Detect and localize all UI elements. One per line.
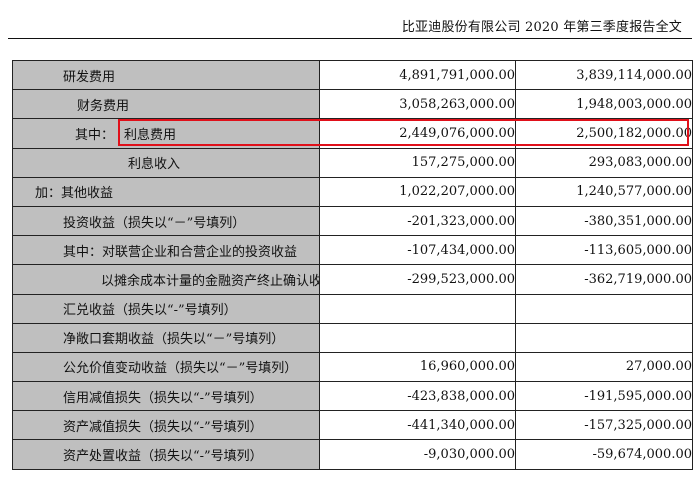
income-statement-table: 研发费用 4,891,791,000.00 3,839,114,000.00 财…	[12, 59, 693, 470]
page-header: 比亚迪股份有限公司 2020 年第三季度报告全文	[0, 0, 700, 40]
table-row: 公允价值变动收益（损失以“－”号填列） 16,960,000.00 27,000…	[12, 351, 693, 383]
value-cell: -441,340,000.00	[319, 410, 516, 441]
row-label: 信用减值损失（损失以“-”号填列）	[63, 390, 263, 406]
value-cell	[319, 322, 516, 353]
row-label: 以摊余成本计量的金融资产终止确认收益	[101, 273, 320, 289]
table-row: 信用减值损失（损失以“-”号填列） -423,838,000.00 -191,5…	[12, 381, 693, 412]
value-cell: 27,000.00	[515, 351, 693, 383]
value-cell: -157,325,000.00	[515, 410, 693, 441]
table-row: 资产减值损失（损失以“-”号填列） -441,340,000.00 -157,3…	[12, 410, 693, 441]
row-label-prefix: 其中：	[75, 127, 115, 143]
table-row: 其中： 利息费用 2,449,076,000.00 2,500,182,000.0…	[12, 118, 693, 149]
row-label: 公允价值变动收益（损失以“－”号填列）	[63, 361, 298, 377]
value-cell: 3,058,263,000.00	[319, 89, 516, 120]
value-cell: -362,719,000.00	[515, 264, 693, 295]
report-title: 比亚迪股份有限公司 2020 年第三季度报告全文	[401, 20, 682, 35]
value-cell	[319, 293, 516, 324]
value-cell: -191,595,000.00	[515, 381, 693, 412]
row-label: 净敞口套期收益（损失以“－”号填列）	[63, 332, 285, 348]
table-row: 利息收入 157,275,000.00 293,083,000.00	[12, 147, 693, 178]
value-cell: 3,839,114,000.00	[515, 59, 693, 91]
value-cell: -380,351,000.00	[515, 205, 693, 237]
row-label: 资产处置收益（损失以“-”号填列）	[63, 449, 263, 465]
value-cell: -113,605,000.00	[515, 235, 693, 266]
value-cell: 4,891,791,000.00	[319, 59, 516, 91]
table-row: 研发费用 4,891,791,000.00 3,839,114,000.00	[12, 59, 693, 91]
table-row: 加：其他收益 1,022,207,000.00 1,240,577,000.00	[12, 176, 693, 207]
row-label: 利息收入	[128, 157, 181, 173]
row-label: 加：其他收益	[35, 186, 114, 202]
value-cell	[515, 322, 693, 353]
row-label: 利息费用	[124, 127, 177, 143]
table-row: 投资收益（损失以“－”号填列） -201,323,000.00 -380,351…	[12, 205, 693, 237]
value-cell: -201,323,000.00	[319, 205, 516, 237]
row-label: 其中：对联营企业和合营企业的投资收益	[63, 244, 298, 260]
header-divider	[8, 38, 692, 39]
value-cell: -9,030,000.00	[319, 439, 516, 470]
table-row: 汇兑收益（损失以“-”号填列）	[12, 293, 693, 324]
value-cell: 1,022,207,000.00	[319, 176, 516, 207]
row-label: 资产减值损失（损失以“-”号填列）	[63, 419, 263, 435]
table-row: 其中：对联营企业和合营企业的投资收益 -107,434,000.00 -113,…	[12, 235, 693, 266]
table-row: 净敞口套期收益（损失以“－”号填列）	[12, 322, 693, 353]
value-cell: 1,240,577,000.00	[515, 176, 693, 207]
value-cell: 16,960,000.00	[319, 351, 516, 383]
value-cell: -423,838,000.00	[319, 381, 516, 412]
value-cell: -299,523,000.00	[319, 264, 516, 295]
value-cell	[515, 293, 693, 324]
table-row: 以摊余成本计量的金融资产终止确认收益 -299,523,000.00 -362,…	[12, 264, 693, 295]
value-cell: 1,948,003,000.00	[515, 89, 693, 120]
value-cell: -107,434,000.00	[319, 235, 516, 266]
value-cell: 2,449,076,000.00	[319, 118, 516, 149]
row-label: 财务费用	[77, 98, 130, 114]
value-cell: 293,083,000.00	[515, 147, 693, 178]
table-row: 资产处置收益（损失以“-”号填列） -9,030,000.00 -59,674,…	[12, 439, 693, 470]
row-label: 研发费用	[63, 69, 116, 85]
row-label: 汇兑收益（损失以“-”号填列）	[63, 303, 237, 319]
row-label: 投资收益（损失以“－”号填列）	[63, 215, 246, 231]
value-cell: -59,674,000.00	[515, 439, 693, 470]
value-cell: 157,275,000.00	[319, 147, 516, 178]
value-cell: 2,500,182,000.00	[515, 118, 693, 149]
table-row: 财务费用 3,058,263,000.00 1,948,003,000.00	[12, 89, 693, 120]
